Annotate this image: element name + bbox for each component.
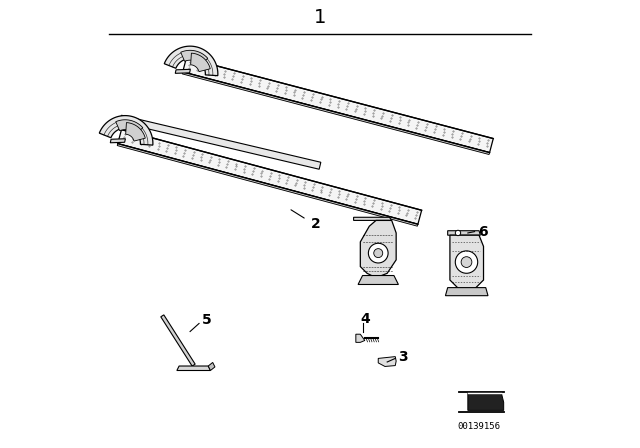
Polygon shape [175, 69, 190, 73]
Text: 4: 4 [360, 312, 370, 327]
Circle shape [461, 257, 472, 267]
Polygon shape [360, 220, 396, 278]
Text: 5: 5 [202, 313, 212, 327]
Circle shape [455, 251, 477, 273]
Polygon shape [356, 334, 365, 342]
Polygon shape [161, 315, 195, 366]
Polygon shape [118, 129, 422, 224]
Polygon shape [182, 72, 490, 155]
Text: 1: 1 [314, 8, 326, 26]
Polygon shape [353, 217, 392, 220]
Polygon shape [164, 46, 218, 76]
Circle shape [374, 249, 383, 258]
Polygon shape [378, 357, 396, 366]
Text: 6: 6 [478, 224, 488, 239]
Text: 00139156: 00139156 [458, 422, 500, 431]
Polygon shape [177, 366, 211, 370]
Circle shape [369, 243, 388, 263]
Polygon shape [182, 58, 493, 153]
Text: 3: 3 [398, 350, 408, 364]
Polygon shape [110, 139, 125, 143]
Polygon shape [450, 235, 484, 289]
Polygon shape [120, 115, 321, 169]
Polygon shape [125, 123, 145, 141]
Polygon shape [468, 393, 504, 410]
Circle shape [455, 230, 461, 236]
Polygon shape [116, 120, 143, 134]
Polygon shape [99, 116, 153, 145]
Polygon shape [208, 362, 215, 370]
Polygon shape [445, 288, 488, 296]
Polygon shape [191, 53, 211, 72]
Text: 2: 2 [310, 217, 321, 231]
Polygon shape [117, 144, 418, 226]
Polygon shape [448, 231, 481, 235]
Polygon shape [180, 50, 208, 65]
Polygon shape [358, 276, 398, 284]
